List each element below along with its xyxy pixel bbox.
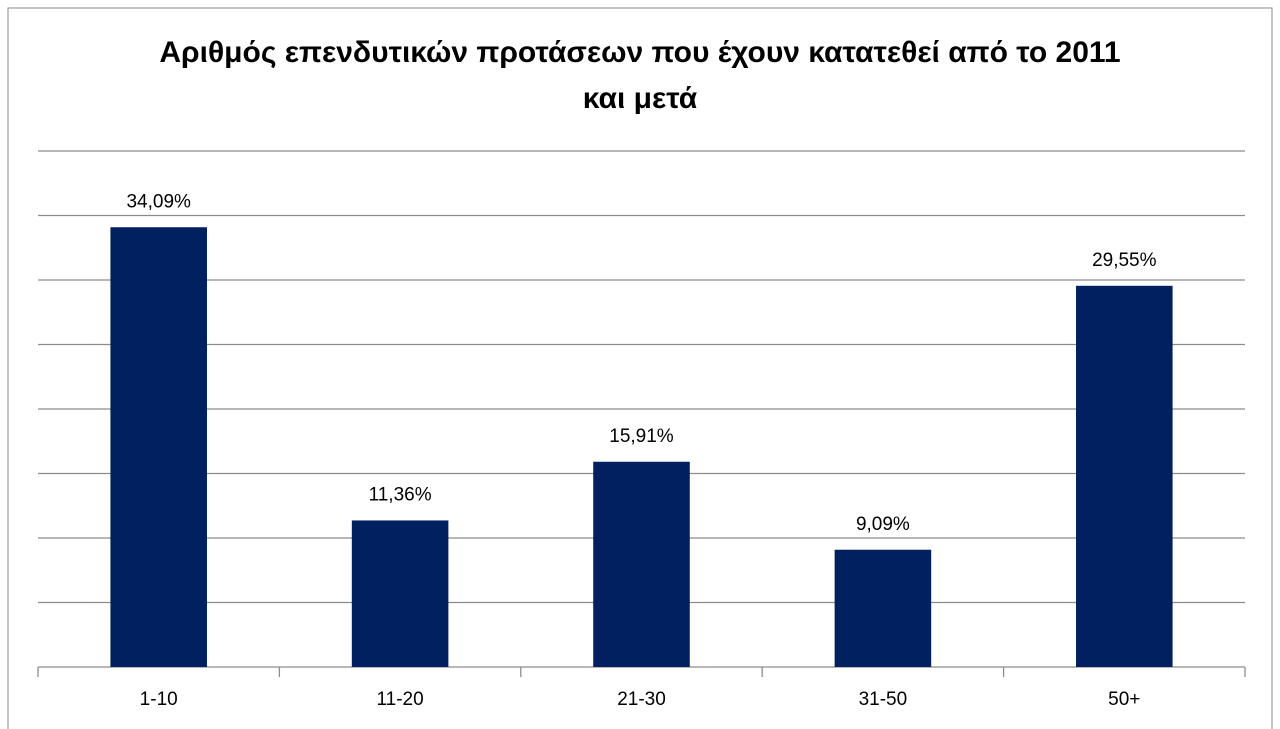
data-label: 34,09%: [126, 191, 191, 212]
data-label: 29,55%: [1092, 250, 1157, 271]
x-tick-label: 50+: [1108, 689, 1140, 710]
data-label: 9,09%: [856, 514, 910, 535]
bar: [593, 461, 690, 667]
x-tick-label: 1-10: [140, 689, 178, 710]
chart-border: [7, 7, 1273, 729]
data-label: 11,36%: [369, 484, 432, 505]
x-tick-label: 31-50: [859, 689, 908, 710]
chart-title: Αριθμός επενδυτικών προτάσεων που έχουν …: [159, 36, 1138, 115]
x-tick-label: 21-30: [617, 689, 666, 710]
bar: [1076, 285, 1173, 667]
bar: [834, 549, 932, 667]
bar: [351, 520, 449, 667]
data-label: 15,91%: [609, 426, 674, 447]
bar: [110, 227, 207, 667]
x-tick-label: 11-20: [377, 689, 424, 710]
